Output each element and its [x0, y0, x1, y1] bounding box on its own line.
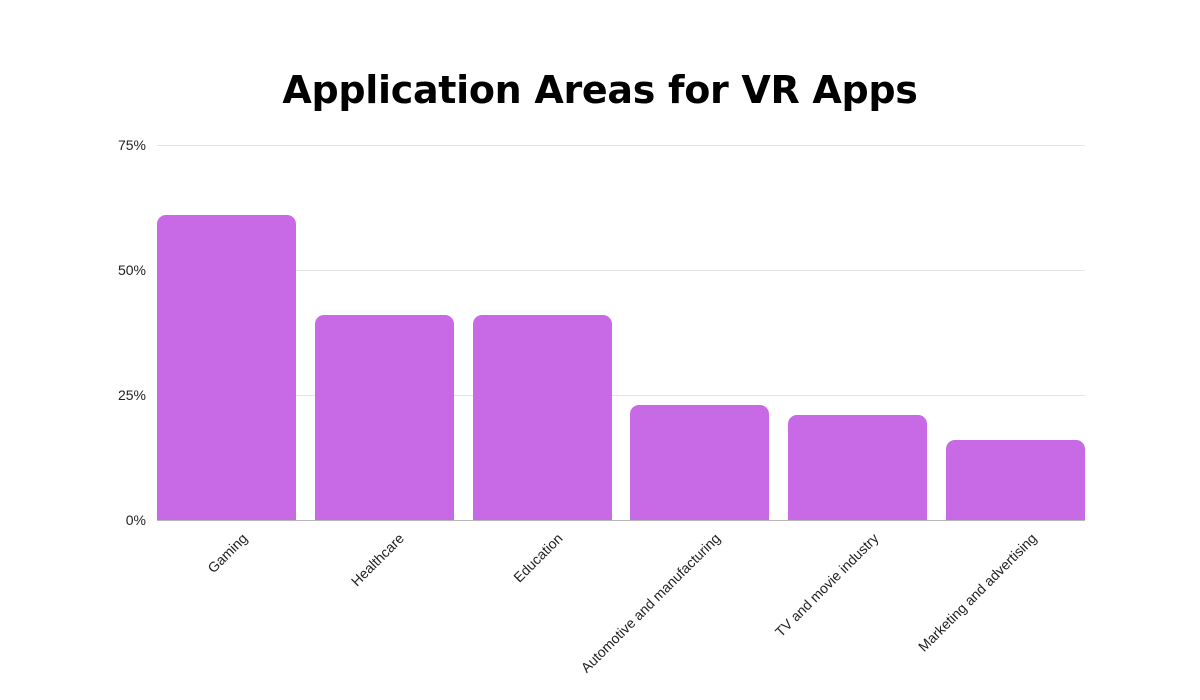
- bar-gaming: [157, 215, 296, 520]
- x-label-gaming: Gaming: [203, 530, 250, 576]
- y-tick-75: 75%: [117, 137, 146, 153]
- bar-automotive-and-manufacturing: [630, 405, 769, 520]
- x-axis-baseline: [157, 520, 1085, 521]
- gridline-25: [157, 395, 1085, 396]
- x-label-healthcare: Healthcare: [348, 530, 408, 590]
- x-label-marketing-and-advertising: Marketing and advertising: [914, 530, 1040, 655]
- bar-education: [473, 315, 612, 520]
- y-tick-50: 50%: [117, 262, 146, 278]
- bar-tv-and-movie-industry: [788, 415, 927, 520]
- x-label-automotive-and-manufacturing: Automotive and manufacturing: [577, 530, 724, 676]
- bar-marketing-and-advertising: [946, 440, 1085, 520]
- gridline-50: [157, 270, 1085, 271]
- y-tick-0: 0%: [125, 512, 146, 528]
- y-tick-25: 25%: [117, 387, 146, 403]
- x-label-education: Education: [510, 530, 566, 586]
- plot-area: [157, 145, 1085, 521]
- chart-title: Application Areas for VR Apps: [282, 68, 918, 112]
- bar-healthcare: [315, 315, 454, 520]
- gridline-75: [157, 145, 1085, 146]
- x-label-tv-and-movie-industry: TV and movie industry: [771, 530, 882, 640]
